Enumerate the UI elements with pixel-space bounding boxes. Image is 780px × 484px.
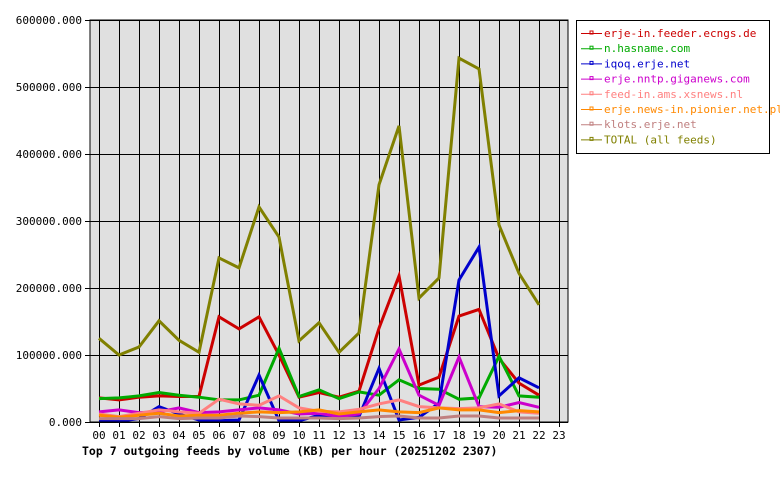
legend-label: erje.nntp.giganews.com <box>604 73 750 86</box>
x-tick-label: 09 <box>272 429 285 442</box>
x-tick-label: 16 <box>412 429 425 442</box>
y-tick-label: 500000.000 <box>16 81 82 94</box>
x-tick-label: 15 <box>392 429 405 442</box>
x-axis: 00 01 02 03 04 05 06 07 08 09 10 11 12 13 14 15 16 17 18 19… <box>92 422 565 442</box>
x-tick-label: 11 <box>312 429 325 442</box>
legend-item: erje-in.feeder.ecngs.de <box>581 27 756 40</box>
legend-label: iqoq.erje.net <box>604 57 690 70</box>
y-axis: 0.000 100000.000 200000.000 300000.000 40000… <box>16 14 90 429</box>
legend-label: klots.erje.net <box>604 118 697 131</box>
legend: erje-in.feeder.ecngs.de n.hasname.com iqoq… <box>577 21 780 154</box>
x-tick-label: 02 <box>132 429 145 442</box>
x-tick-label: 22 <box>532 429 545 442</box>
legend-item: erje.news-in.pionier.net.pl <box>581 103 780 116</box>
x-tick-label: 17 <box>432 429 445 442</box>
chart-title: Top 7 outgoing feeds by volume (KB) per … <box>82 444 497 458</box>
y-tick-label: 0.000 <box>49 416 82 429</box>
x-tick-label: 12 <box>332 429 345 442</box>
x-tick-label: 10 <box>292 429 305 442</box>
legend-item: erje.nntp.giganews.com <box>581 73 750 86</box>
x-tick-label: 06 <box>212 429 225 442</box>
legend-label: n.hasname.com <box>604 42 690 55</box>
legend-label: feed-in.ams.xsnews.nl <box>604 88 743 101</box>
x-tick-label: 20 <box>492 429 505 442</box>
x-tick-label: 07 <box>232 429 245 442</box>
x-tick-label: 13 <box>352 429 365 442</box>
legend-item: feed-in.ams.xsnews.nl <box>581 88 743 101</box>
x-tick-label: 19 <box>472 429 485 442</box>
legend-label: erje-in.feeder.ecngs.de <box>604 27 756 40</box>
x-tick-label: 01 <box>112 429 125 442</box>
x-tick-label: 18 <box>452 429 465 442</box>
y-tick-label: 300000.000 <box>16 215 82 228</box>
y-tick-label: 200000.000 <box>16 282 82 295</box>
y-tick-label: 600000.000 <box>16 14 82 27</box>
x-tick-label: 05 <box>192 429 205 442</box>
x-tick-label: 04 <box>172 429 186 442</box>
legend-label: TOTAL (all feeds) <box>604 133 717 146</box>
x-tick-label: 03 <box>152 429 165 442</box>
x-tick-label: 23 <box>552 429 565 442</box>
y-tick-label: 100000.000 <box>16 349 82 362</box>
y-tick-label: 400000.000 <box>16 148 82 161</box>
x-tick-label: 21 <box>512 429 525 442</box>
x-tick-label: 00 <box>92 429 105 442</box>
x-tick-label: 08 <box>252 429 265 442</box>
legend-label: erje.news-in.pionier.net.pl <box>604 103 780 116</box>
x-tick-label: 14 <box>372 429 386 442</box>
